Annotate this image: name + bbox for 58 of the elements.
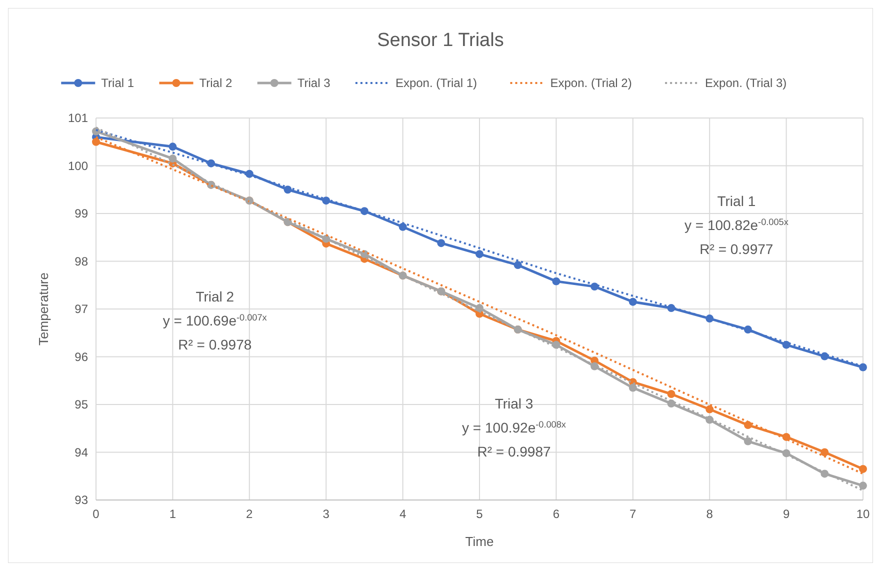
y-tick-label: 101	[68, 111, 88, 126]
annotation: R² = 0.9987	[477, 443, 551, 460]
y-tick-label: 100	[68, 158, 88, 173]
annotation: R² = 0.9977	[700, 240, 774, 257]
point	[398, 222, 407, 231]
legend-label: Expon. (Trial 3)	[705, 76, 787, 90]
y-tick-label: 94	[74, 445, 88, 460]
x-axis-title: Time	[465, 534, 494, 549]
point	[744, 421, 752, 430]
x-tick-label: 3	[322, 507, 330, 521]
x-tick-label: 6	[552, 507, 560, 521]
point	[168, 142, 177, 151]
point	[628, 384, 637, 392]
legend-label: Trial 2	[199, 76, 232, 90]
point	[437, 239, 446, 248]
y-tick-label: 99	[74, 206, 88, 221]
x-tick-label: 2	[246, 507, 254, 521]
annotation: R² = 0.9978	[178, 336, 252, 352]
point	[859, 363, 867, 372]
point	[859, 464, 867, 473]
chart-title: Sensor 1 Trials	[377, 30, 504, 51]
x-tick-label: 4	[399, 507, 406, 521]
point	[820, 448, 829, 456]
x-tick-label: 1	[169, 507, 176, 521]
point	[168, 154, 177, 163]
annotation: Trial 1	[717, 192, 756, 209]
point	[859, 482, 867, 490]
point	[284, 186, 292, 194]
point	[476, 304, 484, 312]
y-tick-label: 93	[74, 493, 88, 508]
y-tick-label: 96	[74, 350, 88, 364]
annotation: y = 100.69e$^{-0.007x}$	[162, 312, 268, 328]
point	[514, 261, 522, 270]
annotation: y = 100.82e$^{-0.005x}$	[684, 216, 789, 233]
annotation: y = 100.92e$^{-0.008x}$	[462, 419, 566, 436]
point	[92, 138, 100, 146]
point	[476, 250, 484, 258]
y-tick-label: 97	[74, 302, 88, 316]
x-tick-label: 10	[856, 507, 870, 521]
annotation: Trial 3	[494, 395, 534, 412]
point	[667, 390, 676, 398]
point	[744, 437, 752, 446]
point	[628, 298, 637, 306]
x-tick-label: 0	[92, 507, 100, 521]
x-tick-label: 8	[706, 507, 714, 521]
annotation: Trial 2	[196, 288, 234, 304]
y-tick-label: 95	[74, 398, 88, 412]
y-tick-label: 98	[74, 254, 88, 268]
y-axis-title: Temperature	[36, 272, 51, 346]
x-tick-label: 7	[630, 507, 637, 521]
point	[706, 405, 714, 414]
x-tick-label: 5	[476, 507, 484, 521]
legend-label: Trial 3	[297, 76, 331, 90]
legend-label: Trial 1	[101, 76, 134, 90]
point	[552, 277, 560, 286]
legend-label: Expon. (Trial 1)	[395, 76, 478, 90]
legend-label: Expon. (Trial 2)	[550, 76, 632, 90]
x-tick-label: 9	[782, 507, 790, 521]
